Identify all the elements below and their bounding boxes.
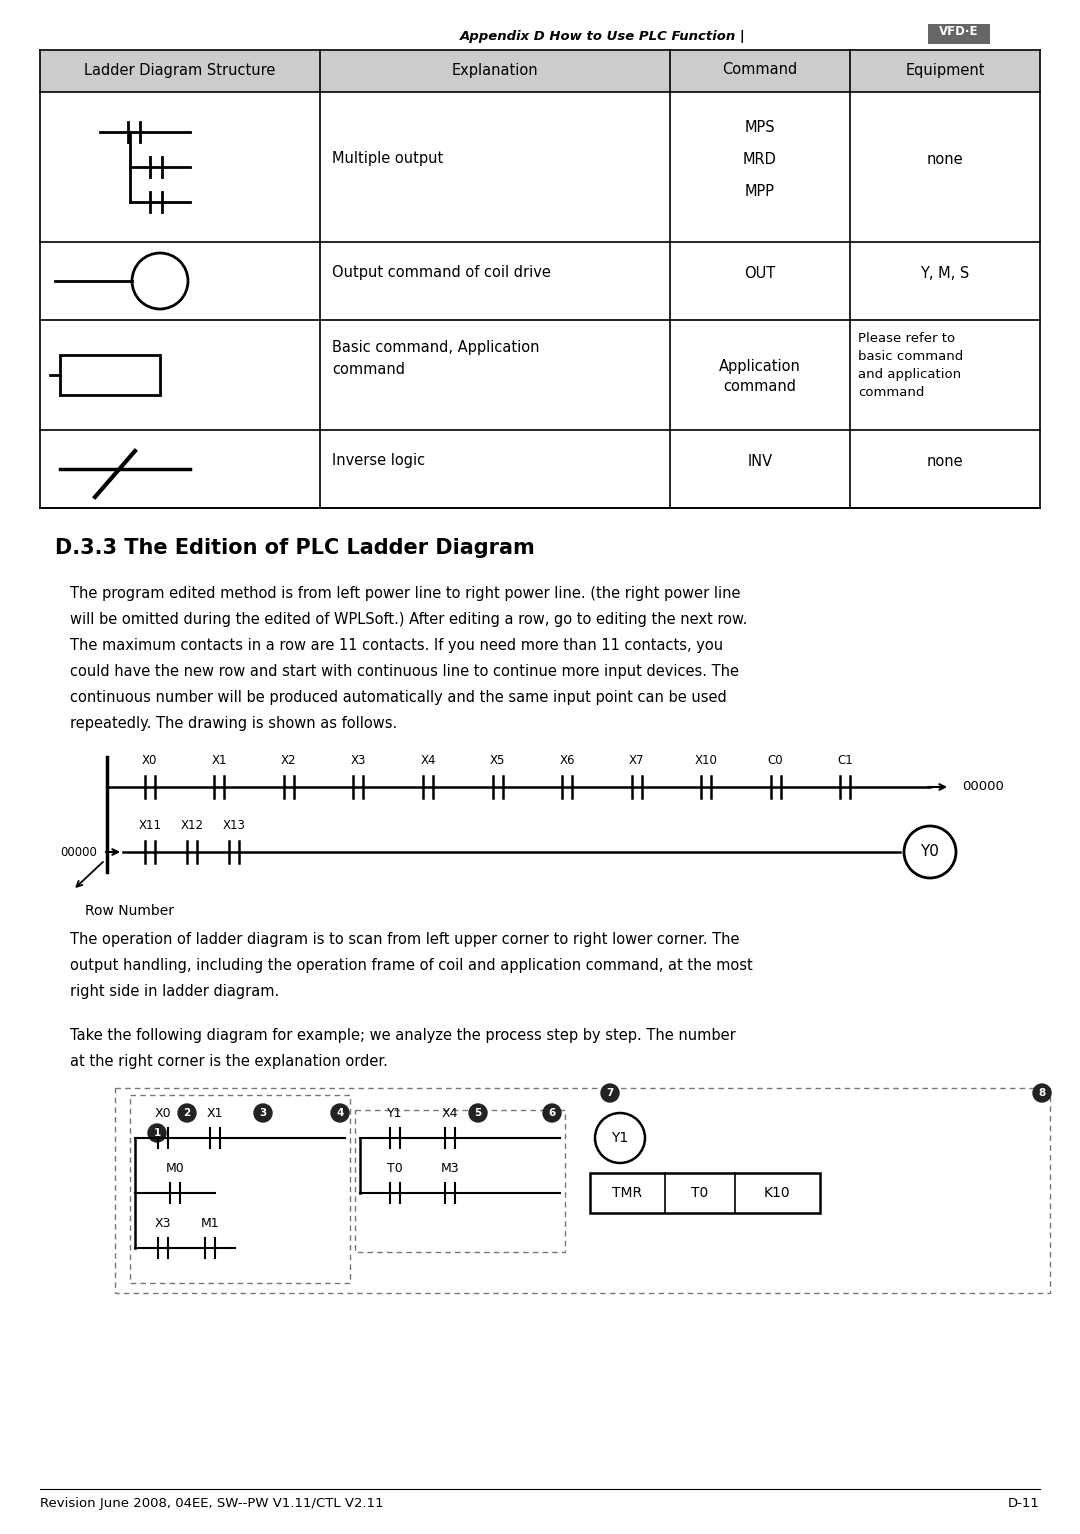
Text: T0: T0 — [691, 1186, 708, 1200]
Text: X1: X1 — [212, 755, 227, 767]
Text: MPS: MPS — [745, 120, 775, 135]
Text: Basic command, Application: Basic command, Application — [332, 341, 540, 354]
Text: command: command — [724, 379, 797, 394]
Text: C0: C0 — [768, 755, 783, 767]
Text: Output command of coil drive: Output command of coil drive — [332, 265, 551, 281]
Text: VFD·E: VFD·E — [940, 25, 978, 38]
Text: X0: X0 — [143, 755, 158, 767]
Text: at the right corner is the explanation order.: at the right corner is the explanation o… — [70, 1054, 388, 1069]
Text: Application: Application — [719, 359, 801, 374]
Text: X3: X3 — [154, 1216, 172, 1230]
Bar — [130, 1095, 350, 1282]
Text: X4: X4 — [442, 1108, 458, 1120]
Text: Y0: Y0 — [920, 845, 940, 859]
Text: The operation of ladder diagram is to scan from left upper corner to right lower: The operation of ladder diagram is to sc… — [70, 933, 740, 946]
Text: 8: 8 — [1038, 1088, 1045, 1098]
Text: none: none — [927, 454, 963, 468]
Text: right side in ladder diagram.: right side in ladder diagram. — [70, 983, 280, 999]
Text: repeatedly. The drawing is shown as follows.: repeatedly. The drawing is shown as foll… — [70, 716, 397, 732]
Text: Explanation: Explanation — [451, 63, 538, 78]
Text: X11: X11 — [138, 819, 162, 831]
Text: will be omitted during the edited of WPLSoft.) After editing a row, go to editin: will be omitted during the edited of WPL… — [70, 612, 747, 627]
Text: none: none — [927, 152, 963, 167]
Circle shape — [469, 1104, 487, 1121]
Text: 00000: 00000 — [60, 845, 97, 859]
Text: Y1: Y1 — [611, 1131, 629, 1144]
Circle shape — [600, 1085, 619, 1101]
Bar — [590, 1174, 820, 1213]
Circle shape — [178, 1104, 195, 1121]
Text: 4: 4 — [336, 1108, 343, 1118]
Text: M1: M1 — [201, 1216, 219, 1230]
Bar — [355, 1111, 565, 1252]
Text: The maximum contacts in a row are 11 contacts. If you need more than 11 contacts: The maximum contacts in a row are 11 con… — [70, 638, 724, 653]
Text: could have the new row and start with continuous line to continue more input dev: could have the new row and start with co… — [70, 664, 739, 680]
Text: Take the following diagram for example; we analyze the process step by step. The: Take the following diagram for example; … — [70, 1028, 735, 1043]
Text: 6: 6 — [549, 1108, 555, 1118]
Text: Command: Command — [723, 63, 798, 78]
Text: X4: X4 — [420, 755, 435, 767]
Text: Inverse logic: Inverse logic — [332, 454, 426, 468]
Text: X5: X5 — [490, 755, 505, 767]
Text: command: command — [858, 387, 924, 399]
Text: 5: 5 — [474, 1108, 482, 1118]
Circle shape — [1032, 1085, 1051, 1101]
Text: X0: X0 — [154, 1108, 172, 1120]
Text: Y1: Y1 — [388, 1108, 403, 1120]
Text: INV: INV — [747, 454, 772, 468]
Text: X3: X3 — [351, 755, 366, 767]
Text: D-11: D-11 — [1008, 1497, 1040, 1509]
Text: 2: 2 — [184, 1108, 191, 1118]
Text: Y, M, S: Y, M, S — [920, 265, 970, 281]
Bar — [40, 51, 1040, 92]
Text: command: command — [332, 362, 405, 377]
Text: MRD: MRD — [743, 152, 777, 167]
Text: 3: 3 — [259, 1108, 267, 1118]
Circle shape — [254, 1104, 272, 1121]
Circle shape — [330, 1104, 349, 1121]
Text: 7: 7 — [606, 1088, 613, 1098]
Text: Please refer to: Please refer to — [858, 331, 955, 345]
Text: 1: 1 — [153, 1127, 161, 1138]
Text: C1: C1 — [837, 755, 853, 767]
Text: M0: M0 — [165, 1161, 185, 1175]
Text: X10: X10 — [694, 755, 717, 767]
Text: MPP: MPP — [745, 184, 775, 199]
Text: Revision June 2008, 04EE, SW--PW V1.11/CTL V2.11: Revision June 2008, 04EE, SW--PW V1.11/C… — [40, 1497, 383, 1509]
Text: K10: K10 — [764, 1186, 791, 1200]
Text: X6: X6 — [559, 755, 575, 767]
Text: and application: and application — [858, 368, 961, 380]
Text: continuous number will be produced automatically and the same input point can be: continuous number will be produced autom… — [70, 690, 727, 706]
Text: basic command: basic command — [858, 350, 963, 364]
Text: X7: X7 — [629, 755, 645, 767]
Text: Row Number: Row Number — [85, 904, 174, 917]
Text: X1: X1 — [206, 1108, 224, 1120]
Text: X13: X13 — [222, 819, 245, 831]
Circle shape — [148, 1124, 166, 1141]
Text: Multiple output: Multiple output — [332, 152, 443, 167]
Text: X2: X2 — [281, 755, 297, 767]
Text: Equipment: Equipment — [905, 63, 985, 78]
Text: D.3.3 The Edition of PLC Ladder Diagram: D.3.3 The Edition of PLC Ladder Diagram — [55, 538, 535, 558]
Bar — [928, 25, 990, 44]
Circle shape — [543, 1104, 561, 1121]
Text: The program edited method is from left power line to right power line. (the righ: The program edited method is from left p… — [70, 586, 741, 601]
Text: T0: T0 — [387, 1161, 403, 1175]
Text: Appendix D How to Use PLC Function |: Appendix D How to Use PLC Function | — [460, 31, 746, 43]
Text: OUT: OUT — [744, 265, 775, 281]
Text: M3: M3 — [441, 1161, 459, 1175]
Text: TMR: TMR — [612, 1186, 643, 1200]
Text: X12: X12 — [180, 819, 203, 831]
Text: output handling, including the operation frame of coil and application command, : output handling, including the operation… — [70, 959, 753, 973]
Text: Ladder Diagram Structure: Ladder Diagram Structure — [84, 63, 275, 78]
Bar — [114, 1088, 1050, 1293]
Bar — [60, 354, 160, 394]
Text: 00000: 00000 — [962, 781, 1004, 793]
